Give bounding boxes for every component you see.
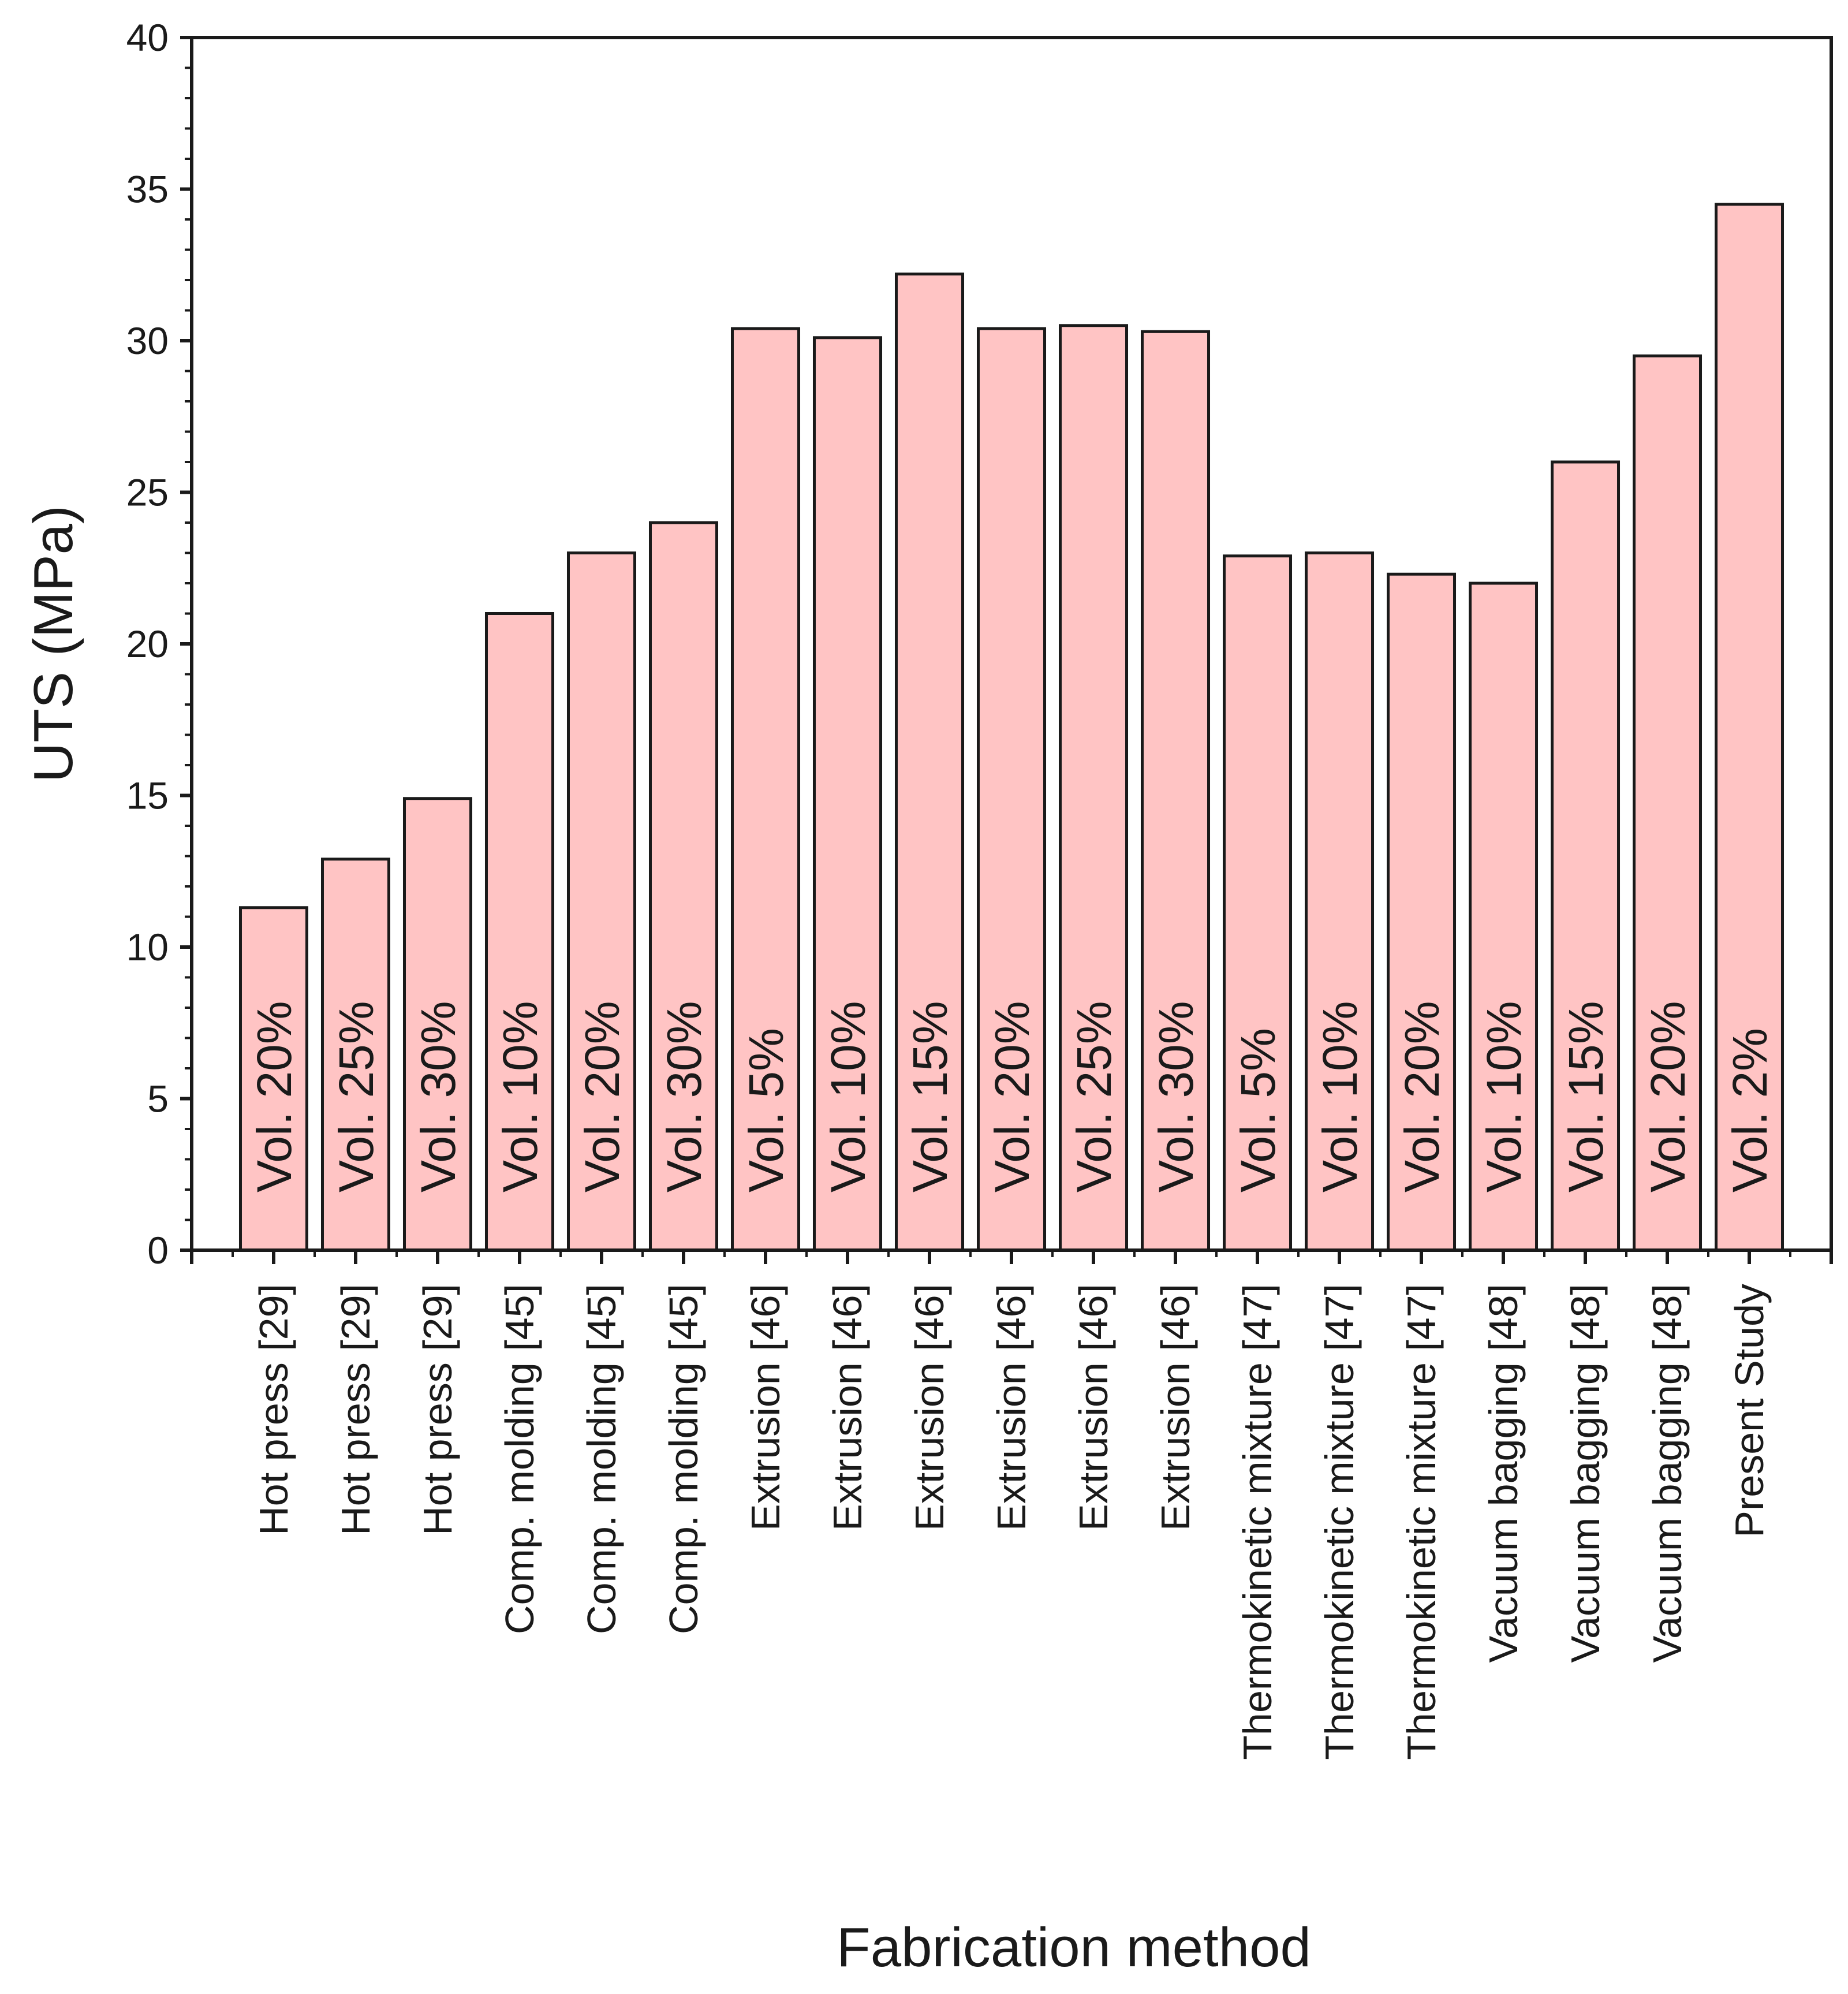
x-tick-label: Comp. molding [45] — [579, 1284, 624, 1634]
bar — [1058, 324, 1129, 1252]
bar — [320, 858, 391, 1252]
bar-data-label: Vol. 15% — [1559, 1001, 1613, 1192]
y-axis-title: UTS (MPa) — [23, 505, 84, 782]
bar-data-label: Vol. 30% — [657, 1001, 711, 1192]
y-tick-label: 5 — [147, 1078, 169, 1120]
bar-data-label: Vol. 25% — [329, 1001, 383, 1192]
x-tick-label: Extrusion [46] — [989, 1284, 1034, 1531]
bar-data-label: Vol. 20% — [247, 1001, 301, 1192]
bar — [648, 521, 719, 1252]
bar-data-label: Vol. 5% — [739, 1028, 793, 1192]
bar-data-label: Vol. 2% — [1723, 1028, 1777, 1192]
y-tick-label: 10 — [126, 926, 169, 968]
x-tick-label: Vacuum bagging [48] — [1645, 1284, 1690, 1663]
x-tick-label: Comp. molding [45] — [661, 1284, 706, 1634]
bar-data-label: Vol. 30% — [1149, 1001, 1203, 1192]
bar-data-label: Vol. 10% — [1477, 1001, 1531, 1192]
bar — [484, 612, 555, 1252]
x-axis-ticks — [190, 1250, 1833, 1264]
bar — [812, 336, 883, 1252]
x-tick-label: Extrusion [46] — [1153, 1284, 1198, 1531]
x-axis-title: Fabrication method — [837, 1917, 1311, 1978]
bar-labels-group: Vol. 20% Vol. 25% Vol. 30% Vol. 10% Vol. 20%… — [247, 1001, 1777, 1192]
x-tick-label: Extrusion [46] — [1071, 1284, 1116, 1531]
x-tick-label: Hot press [29] — [251, 1284, 296, 1535]
bar — [238, 906, 309, 1252]
bar — [1550, 460, 1621, 1252]
y-tick-label: 40 — [126, 16, 169, 59]
x-tick-label: Present Study — [1727, 1284, 1772, 1538]
y-tick-label: 35 — [126, 168, 169, 211]
y-tick-label: 15 — [126, 774, 169, 817]
bar-data-label: Vol. 15% — [903, 1001, 957, 1192]
y-tick-label: 25 — [126, 471, 169, 514]
bar-data-label: Vol. 25% — [1067, 1001, 1121, 1192]
x-tick-label: Hot press [29] — [333, 1284, 378, 1535]
y-axis-ticks: 0 5 10 15 20 25 30 35 40 — [126, 16, 192, 1272]
x-tick-label: Hot press [29] — [415, 1284, 460, 1535]
bar — [1632, 354, 1703, 1252]
x-tick-label: Thermokinetic mixture [47] — [1317, 1284, 1362, 1760]
x-tick-label: Extrusion [46] — [907, 1284, 952, 1531]
bar-data-label: Vol. 5% — [1231, 1028, 1285, 1192]
bar — [1304, 551, 1375, 1252]
y-tick-label: 0 — [147, 1229, 169, 1272]
bar — [976, 327, 1047, 1252]
x-tick-label: Thermokinetic mixture [47] — [1399, 1284, 1444, 1760]
bar-data-label: Vol. 10% — [821, 1001, 875, 1192]
x-tick-label: Extrusion [46] — [743, 1284, 788, 1531]
bar-data-label: Vol. 20% — [985, 1001, 1039, 1192]
bar — [1140, 330, 1211, 1252]
bar-data-label: Vol. 20% — [575, 1001, 629, 1192]
bar-data-label: Vol. 20% — [1395, 1001, 1449, 1192]
x-category-labels: Hot press [29] Hot press [29] Hot press [2… — [251, 1284, 1772, 1760]
y-tick-label: 20 — [126, 623, 169, 665]
x-tick-label: Comp. molding [45] — [497, 1284, 542, 1634]
bar — [1714, 203, 1784, 1252]
bar-data-label: Vol. 10% — [1313, 1001, 1367, 1192]
bars-group — [238, 203, 1784, 1252]
x-tick-label: Vacuum bagging [48] — [1481, 1284, 1526, 1663]
y-tick-label: 30 — [126, 319, 169, 362]
x-tick-label: Vacuum bagging [48] — [1563, 1284, 1608, 1663]
bar — [1468, 582, 1539, 1252]
bar-data-label: Vol. 20% — [1641, 1001, 1695, 1192]
x-tick-label: Extrusion [46] — [825, 1284, 870, 1531]
x-tick-label: Thermokinetic mixture [47] — [1235, 1284, 1280, 1760]
bar-data-label: Vol. 10% — [493, 1001, 547, 1192]
bar-data-label: Vol. 30% — [411, 1001, 465, 1192]
